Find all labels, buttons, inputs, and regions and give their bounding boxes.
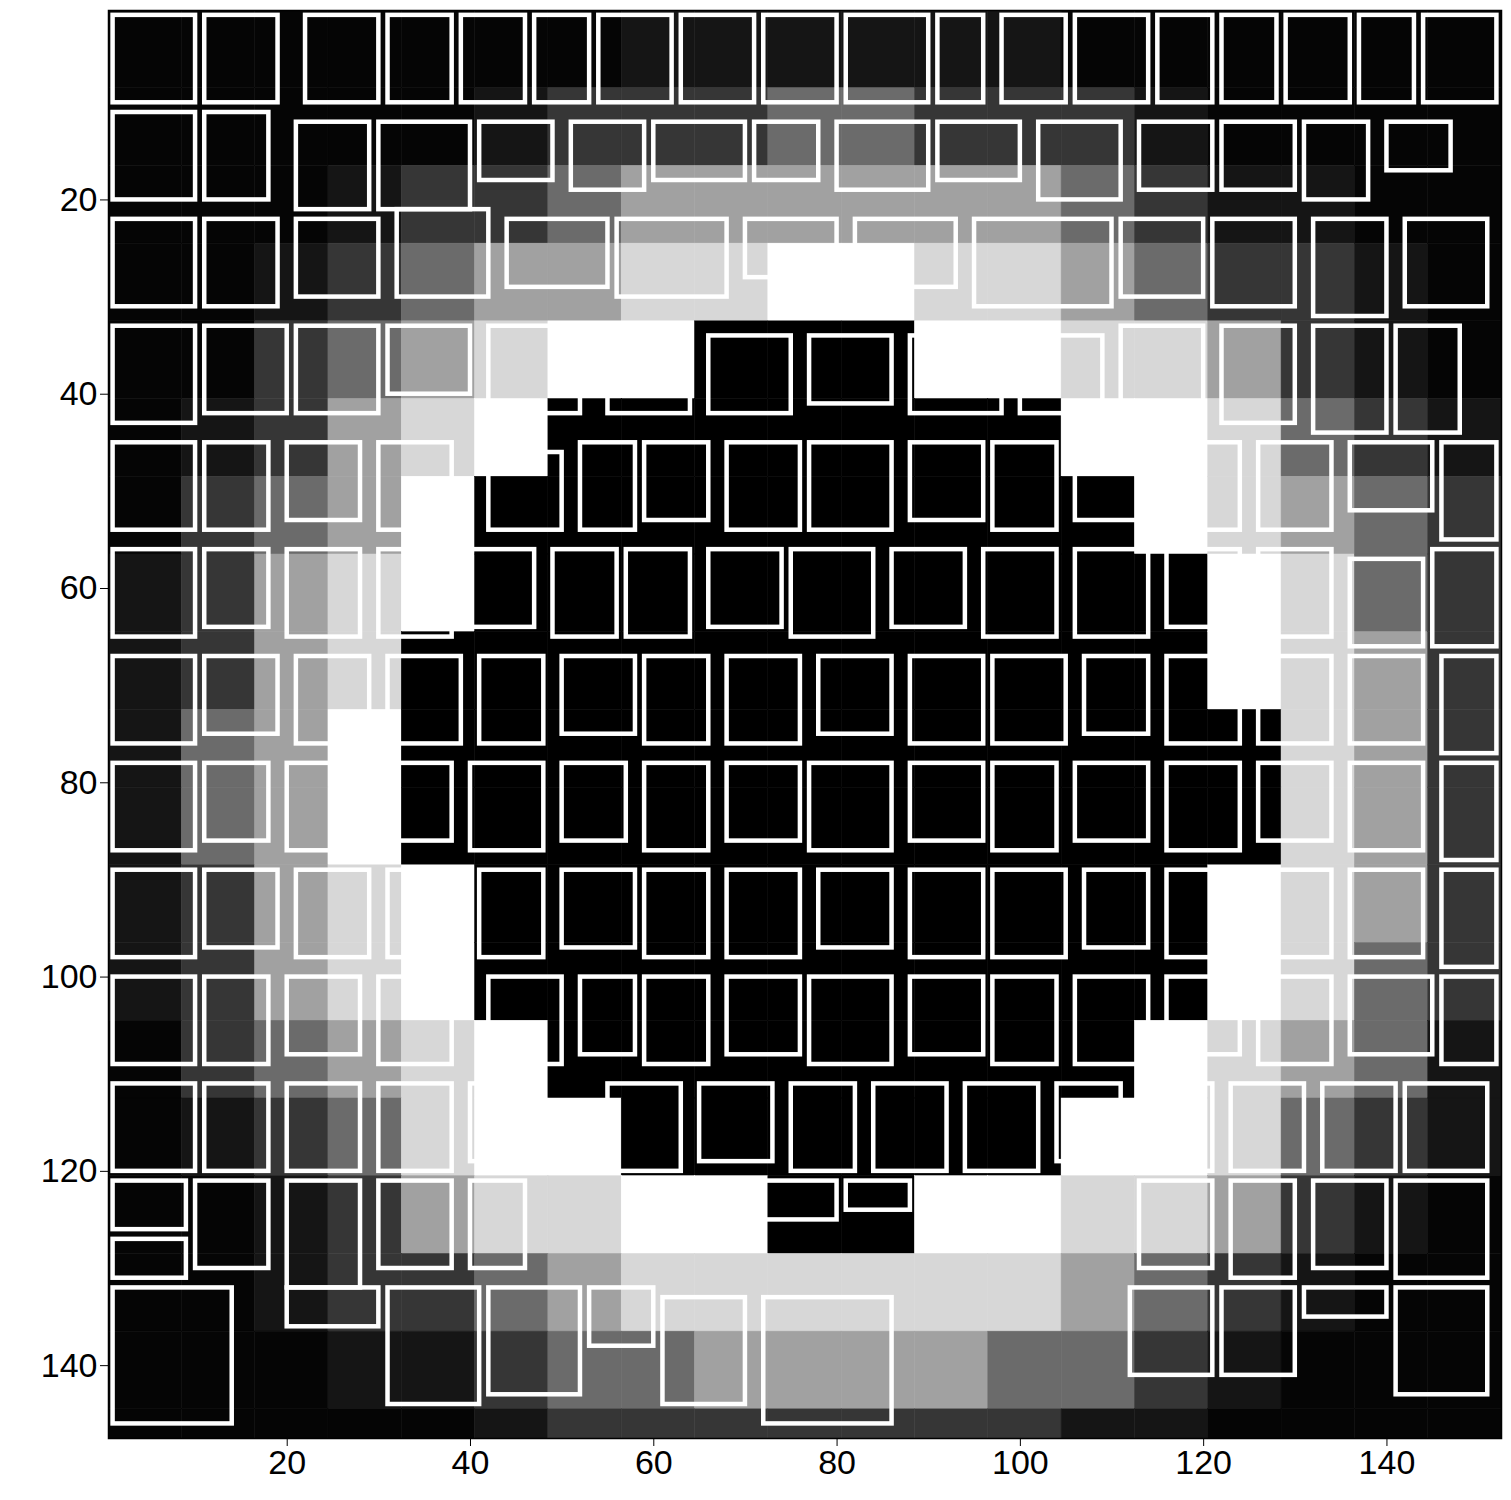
svg-text:20: 20	[268, 1443, 306, 1481]
svg-text:60: 60	[60, 568, 98, 606]
svg-text:140: 140	[1359, 1443, 1416, 1481]
svg-text:100: 100	[992, 1443, 1049, 1481]
svg-text:20: 20	[60, 180, 98, 218]
svg-text:100: 100	[41, 957, 98, 995]
svg-text:80: 80	[60, 763, 98, 801]
svg-text:40: 40	[60, 374, 98, 412]
svg-text:120: 120	[41, 1151, 98, 1189]
svg-text:40: 40	[452, 1443, 490, 1481]
svg-text:140: 140	[41, 1346, 98, 1384]
svg-text:60: 60	[635, 1443, 673, 1481]
svg-text:80: 80	[818, 1443, 856, 1481]
svg-text:120: 120	[1175, 1443, 1232, 1481]
